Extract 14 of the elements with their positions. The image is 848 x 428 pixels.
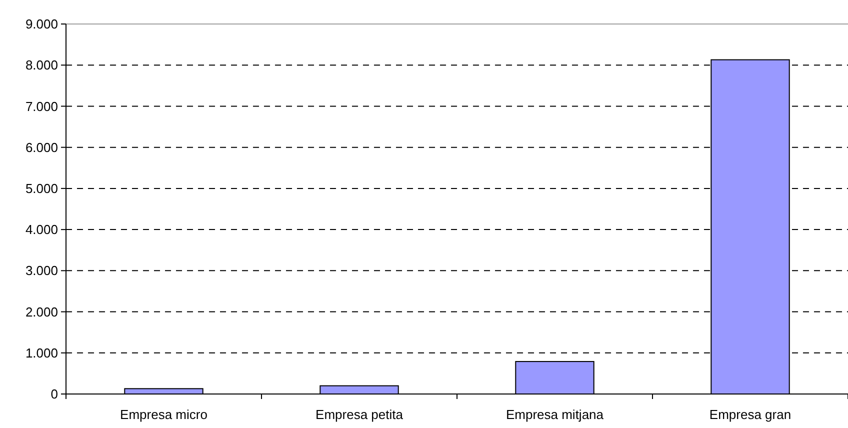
- y-tick-label: 4.000: [25, 222, 58, 238]
- x-tick-label: Empresa petita: [316, 407, 404, 422]
- y-tick-label: 2.000: [25, 304, 58, 320]
- x-tick-label: Empresa mitjana: [506, 407, 604, 422]
- x-tick-label: Empresa gran: [709, 407, 792, 422]
- y-tick-label: 5.000: [25, 180, 58, 196]
- y-tick-label: 6.000: [25, 140, 58, 155]
- y-tick-label: 7.000: [25, 98, 58, 114]
- y-tick-label: 8.000: [25, 58, 58, 73]
- y-tick-label: 9.000: [25, 16, 58, 32]
- y-tick-label: 0: [50, 386, 58, 402]
- y-tick-label: 1.000: [25, 345, 58, 360]
- y-tick-label: 3.000: [25, 263, 58, 278]
- x-tick-label: Empresa micro: [120, 407, 208, 422]
